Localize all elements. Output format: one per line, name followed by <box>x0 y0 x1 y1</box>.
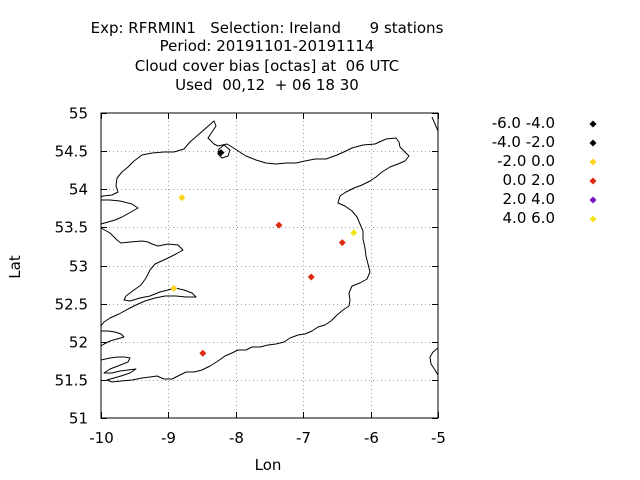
x-axis-label: Lon <box>255 456 282 474</box>
y-tick-label: 52.5 <box>55 296 88 314</box>
legend-label: 2.0 4.0 <box>503 190 555 208</box>
legend: -6.0 -4.0-4.0 -2.0-2.0 0.00.0 2.02.0 4.0… <box>492 114 597 227</box>
station-marker <box>307 273 315 281</box>
y-tick-label: 53 <box>69 258 88 276</box>
x-tick-label: -8 <box>229 429 244 447</box>
legend-label: -2.0 0.0 <box>497 152 555 170</box>
legend-label: -4.0 -2.0 <box>492 133 555 151</box>
station-marker <box>350 229 358 237</box>
station-marker <box>178 194 186 202</box>
title-block: Exp: RFRMIN1 Selection: Ireland 9 statio… <box>91 19 444 94</box>
legend-label: -6.0 -4.0 <box>492 114 555 132</box>
plot-frame <box>100 112 439 419</box>
legend-marker <box>589 215 597 223</box>
station-markers <box>170 149 358 357</box>
legend-marker <box>589 158 597 166</box>
y-tick-label: 52 <box>69 334 88 352</box>
x-tick-label: -7 <box>296 429 311 447</box>
station-marker <box>275 221 283 229</box>
axis-ticks: -10 -9 -8 -7 -6 -5 51 51.5 52 52.5 53 53.5 54 54.5 55 <box>55 105 446 448</box>
coastline <box>100 116 439 383</box>
title-line-4: Used 00,12 + 06 18 30 <box>175 76 359 94</box>
legend-marker <box>589 139 597 147</box>
y-axis-label: Lat <box>6 255 24 279</box>
y-tick-label: 51.5 <box>55 372 88 390</box>
legend-label: 4.0 6.0 <box>503 209 555 227</box>
coastline-path <box>100 116 439 383</box>
y-tick-label: 55 <box>69 105 88 123</box>
legend-marker <box>589 177 597 185</box>
title-line-3: Cloud cover bias [octas] at 06 UTC <box>135 57 400 75</box>
x-tick-label: -10 <box>89 429 114 447</box>
legend-label: 0.0 2.0 <box>503 171 555 189</box>
legend-marker <box>589 196 597 204</box>
station-marker <box>199 349 207 357</box>
legend-marker <box>589 120 597 128</box>
title-line-2: Period: 20191101-20191114 <box>160 37 375 55</box>
x-tick-label: -6 <box>364 429 379 447</box>
y-tick-label: 54 <box>69 181 88 199</box>
y-tick-label: 51 <box>69 410 88 428</box>
x-tick-label: -5 <box>431 429 446 447</box>
y-tick-label: 54.5 <box>55 143 88 161</box>
station-marker <box>217 149 225 157</box>
x-tick-label: -9 <box>161 429 176 447</box>
y-tick-label: 53.5 <box>55 219 88 237</box>
title-line-1: Exp: RFRMIN1 Selection: Ireland 9 statio… <box>91 19 444 37</box>
map-grid <box>101 113 438 418</box>
station-marker <box>170 284 178 292</box>
station-marker <box>338 239 346 247</box>
